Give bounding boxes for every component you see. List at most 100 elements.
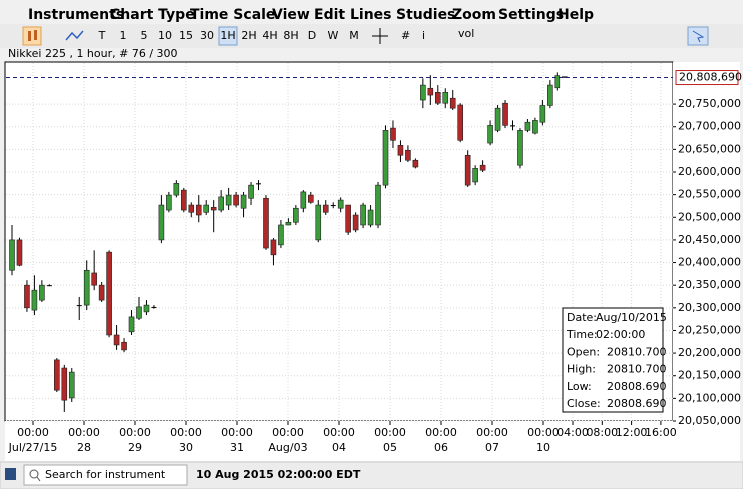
candle-body [397,144,404,156]
y-tick-label: 20,300,000 [678,301,741,314]
period-button[interactable]: 15 [179,29,193,42]
menu-item[interactable]: Chart Type [110,7,195,23]
x-tick-label: 00:00 [527,426,559,439]
candle-body [106,251,112,336]
menu-item[interactable]: Settings [498,7,564,23]
search-placeholder: Search for instrument [45,468,166,481]
candle-body [188,204,195,213]
candle-body [554,75,561,89]
candle-type-button[interactable] [22,26,42,46]
candle-body [24,284,30,309]
candle-body [278,224,284,246]
pointer-button[interactable] [687,26,709,46]
candle-body [330,205,336,207]
candle-body [218,196,224,211]
candle-body [494,107,501,131]
candle-body [9,239,15,271]
pointer-icon [692,30,705,43]
period-button[interactable]: 10 [158,29,172,42]
candle-body [76,305,82,307]
candle-body [315,204,322,241]
menu-item[interactable]: Lines [350,7,392,23]
price-label-box [675,70,739,86]
x-tick-label: 08:00 [586,426,618,439]
candle-body [502,102,508,126]
status-icon [5,468,16,480]
candle-body [16,239,23,266]
toolbar-bg [0,24,743,48]
candle-body [293,207,299,223]
x-date-label: 05 [383,441,397,454]
candle-body [240,194,247,209]
period-button[interactable]: 8H [283,29,298,42]
x-tick-label: 00:00 [425,426,457,439]
candle-body [375,184,381,226]
data-box [562,307,664,413]
period-button[interactable]: 2H [241,29,256,42]
info-button[interactable]: i [422,29,425,42]
period-button[interactable]: 1H [220,29,235,42]
x-date-label: 31 [230,441,244,454]
menu-item[interactable]: Help [558,7,594,23]
icon [34,30,37,40]
x-tick-label: 00:00 [272,426,304,439]
data-box-key: Time: [566,328,598,341]
y-tick-label: 20,200,000 [678,346,741,359]
data-box-value: 20808.690 [607,397,667,410]
candle-body [61,367,68,401]
candle-body [442,92,449,104]
grid-icon[interactable]: # [401,29,410,42]
candle-body [248,184,254,199]
candle-body [300,191,307,209]
candle-body [166,194,172,211]
data-box-value: 02:00:00 [596,328,645,341]
vol-button[interactable]: vol [458,27,474,40]
period-button[interactable]: 4H [262,29,277,42]
period-button[interactable]: W [328,29,339,42]
candle-body [547,84,553,106]
candle-body [390,127,396,141]
x-tick-label: 00:00 [374,426,406,439]
y-tick-label: 20,500,000 [678,210,741,223]
candle-body [31,289,38,311]
candle-body [337,199,344,209]
status-time: 10 Aug 2015 02:00:00 EDT [196,468,361,481]
menu-item[interactable]: Studies [396,7,455,23]
x-tick-label: 00:00 [476,426,508,439]
data-box-key: Open: [567,345,600,358]
menu-item[interactable]: Zoom [452,7,496,23]
period-button[interactable]: 30 [200,29,214,42]
active-period [218,26,238,46]
x-tick-label: 00:00 [323,426,355,439]
candle-body [434,92,441,104]
search-box[interactable] [23,464,188,486]
x-date-label: Jul/27/15 [8,441,58,454]
candle-body [532,120,538,134]
x-tick-label: 16:00 [645,426,677,439]
period-button[interactable]: 1 [120,29,127,42]
crosshair-icon[interactable] [372,28,388,44]
menu-item[interactable]: View [272,7,310,23]
candle-body [285,221,292,226]
line-type-icon[interactable] [65,30,84,41]
candle-body [195,204,202,216]
menu-item[interactable]: Instruments [28,7,124,23]
menu-item[interactable]: Time Scale [190,7,275,23]
period-button[interactable]: D [308,29,316,42]
y-tick-label: 20,100,000 [678,391,741,404]
candle-body [151,306,157,308]
search-icon-handle [36,476,41,482]
y-axis-area [673,62,740,421]
candle-body [472,168,478,183]
candle-body [509,125,515,127]
search-icon [29,469,39,479]
period-button[interactable]: M [349,29,359,42]
icon [28,31,31,41]
menu-item[interactable]: Edit [314,7,345,23]
x-date-label: 29 [128,441,142,454]
candle-body [173,183,180,196]
period-button[interactable]: 5 [141,29,148,42]
candle-body [524,121,531,131]
candle-body [113,334,120,346]
period-button[interactable]: T [98,29,106,42]
